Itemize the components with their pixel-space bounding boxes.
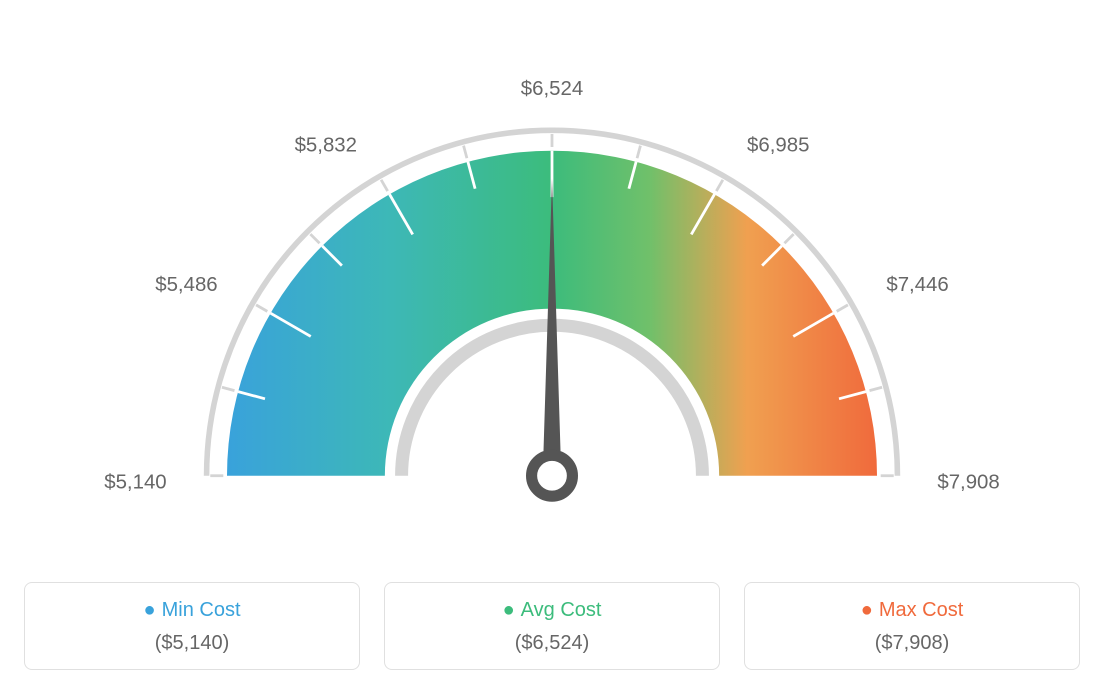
- legend-max-value: ($7,908): [755, 632, 1069, 655]
- legend-avg-card: ● Avg Cost ($6,524): [384, 582, 720, 670]
- gauge-wrapper: $5,140 $5,486 $5,832 $6,524 $6,985 $7,446 $7,9…: [102, 30, 1002, 550]
- gauge-tick-label: $5,832: [295, 134, 357, 156]
- legend-min-value: ($5,140): [35, 632, 349, 655]
- gauge-tick-label: $5,140: [104, 472, 166, 494]
- cost-gauge-chart: $5,140 $5,486 $5,832 $6,524 $6,985 $7,446 $7,9…: [0, 0, 1104, 690]
- legend-min-label: Min Cost: [162, 599, 241, 621]
- legend-min-title: ● Min Cost: [35, 599, 349, 622]
- gauge-svg: $5,140 $5,486 $5,832 $6,524 $6,985 $7,446 $7,9…: [102, 30, 1002, 550]
- gauge-tick-label: $6,524: [521, 78, 583, 100]
- legend-max-title: ● Max Cost: [755, 599, 1069, 622]
- dot-icon-avg: ●: [503, 599, 515, 621]
- gauge-tick-label: $7,446: [886, 274, 948, 296]
- legend-avg-title: ● Avg Cost: [395, 599, 709, 622]
- gauge-tick-label: $7,908: [937, 472, 999, 494]
- gauge-tick-label: $5,486: [155, 274, 217, 296]
- dot-icon-min: ●: [144, 599, 156, 621]
- gauge-tick-label: $6,985: [747, 134, 809, 156]
- legend-avg-label: Avg Cost: [521, 599, 602, 621]
- legend-max-label: Max Cost: [879, 599, 963, 621]
- dot-icon-max: ●: [861, 599, 873, 621]
- legend-avg-value: ($6,524): [395, 632, 709, 655]
- legend-min-card: ● Min Cost ($5,140): [24, 582, 360, 670]
- legend-max-card: ● Max Cost ($7,908): [744, 582, 1080, 670]
- legend-row: ● Min Cost ($5,140) ● Avg Cost ($6,524) ● M…: [0, 582, 1104, 670]
